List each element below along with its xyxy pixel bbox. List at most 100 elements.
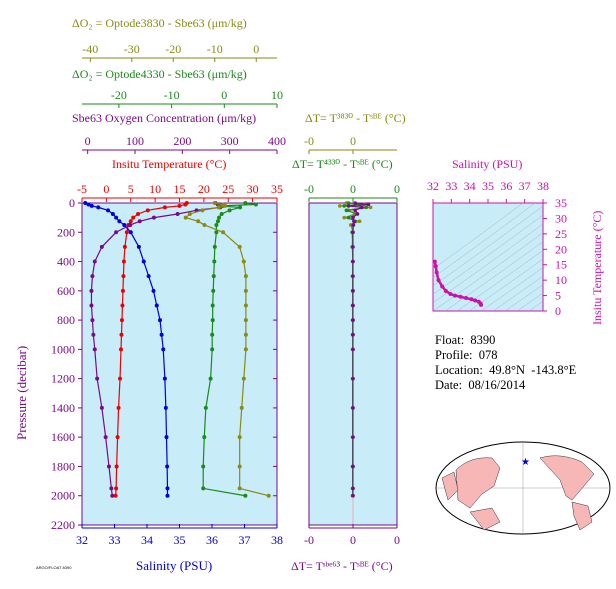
- oxygen-tick-label: 100: [126, 134, 144, 148]
- ts-isoline: [480, 267, 543, 311]
- o2_4330-profile-point: [238, 205, 243, 210]
- salinity-profile-point: [106, 208, 110, 213]
- o2_4330-profile-point: [243, 493, 248, 498]
- date: Date: 08/16/2014: [435, 378, 526, 392]
- pressure-axis-title: Pressure (decibar): [14, 346, 29, 440]
- dt-purple-point: [351, 259, 355, 264]
- main-plot-area: [81, 202, 278, 526]
- o2_4330-profile-point: [210, 318, 215, 323]
- ts-isoline: [516, 292, 543, 311]
- top-axes: -40 -30 -20 -10 0-20 -10 0 100 100 200 300 400-5 0 5 1…: [76, 42, 400, 547]
- dt-4330-tick-label: 0: [394, 182, 400, 196]
- temperature-tick-label: 20: [198, 182, 210, 196]
- oxygen-tick-label: 300: [221, 134, 239, 148]
- salinity-tick-label: 38: [271, 533, 283, 547]
- o2_4330-profile-point: [212, 244, 217, 249]
- oxygen-tick-label: 400: [268, 134, 286, 148]
- o2_3830-profile-point: [237, 435, 242, 440]
- dt-purple-point: [351, 245, 355, 249]
- o2-3830-axis-title: ΔO₂ = Optode3830 - Sbe63 (μm/kg): [72, 16, 247, 30]
- temperature-tick-label: 15: [174, 182, 186, 196]
- ts-point: [448, 292, 453, 297]
- oxygen-profile-point: [99, 405, 104, 410]
- ts-series: [432, 259, 484, 307]
- dt-purple-point: [351, 376, 355, 381]
- temperature-profile-point: [136, 211, 141, 216]
- o2_4330-profile-point: [214, 222, 219, 227]
- o2_3830-profile-point: [241, 259, 246, 264]
- salinity-profile-point: [146, 274, 151, 279]
- o2-4330-tick-label: 0: [221, 88, 227, 102]
- salinity-tick-label: 35: [174, 533, 186, 547]
- oxygen-profile-point: [92, 347, 97, 352]
- dt-purple-point: [351, 274, 355, 278]
- ts-point: [469, 297, 474, 302]
- salinity-profile-point: [162, 376, 167, 381]
- oxygen-axis-title: Sbe63 Oxygen Concentration (μm/kg): [72, 111, 256, 125]
- footnote: ARGO/FLOAT 8390: [36, 565, 72, 570]
- temperature-profile-point: [121, 259, 126, 264]
- dt-green-point: [342, 204, 347, 208]
- temperature-profile-point: [162, 205, 167, 210]
- ts-isoline: [444, 241, 543, 311]
- o2-4330-tick-label: 10: [271, 88, 283, 102]
- oxygen-tick-label: 200: [173, 134, 191, 148]
- o2-3830-tick-label: -30: [124, 42, 140, 56]
- ts-salinity-tick-label: 32: [427, 179, 439, 193]
- oxygen-profile-point: [128, 222, 133, 227]
- temperature-tick-label: 25: [222, 182, 234, 196]
- oxygen-profile-point: [175, 211, 180, 216]
- oxygen-profile-point: [110, 493, 115, 498]
- oxygen-profile-point: [90, 274, 95, 279]
- salinity-profile-point: [89, 203, 94, 208]
- ts-temperature-tick-label: 0: [555, 304, 561, 318]
- ts-temperature-tick-label: 5: [555, 289, 561, 303]
- temperature-profile-point: [128, 219, 133, 224]
- o2_3830-profile-point: [212, 201, 217, 205]
- oxygen-profile-point: [91, 332, 96, 337]
- pressure-tick-label: 400: [57, 255, 75, 269]
- salinity-profile-point: [158, 318, 162, 323]
- map-land-australia: [469, 507, 501, 531]
- ts-point: [453, 293, 457, 298]
- temperature-profile-line: [115, 202, 188, 496]
- o2_4330-profile-point: [211, 288, 216, 293]
- ts-temperature-tick-label: 35: [555, 196, 567, 210]
- ts-density-isolines: [433, 203, 543, 311]
- temperature-profile-point: [183, 202, 188, 207]
- dt-purple-point: [351, 464, 355, 469]
- ts-isoline: [433, 203, 524, 270]
- dt-purple-point: [351, 215, 355, 220]
- pressure-tick-label: 600: [57, 284, 75, 298]
- main-plot-series: [83, 201, 271, 498]
- ts-isoline: [433, 214, 543, 295]
- oxygen-profile-point: [95, 376, 100, 381]
- ts-isoline: [433, 232, 543, 311]
- ts-salinity-tick-label: 38: [537, 179, 549, 193]
- temperature-tick-label: -5: [77, 182, 87, 196]
- salinity-profile-point: [86, 202, 91, 207]
- dt-purple-point: [355, 212, 360, 216]
- ts-point: [473, 298, 478, 303]
- ts-point: [458, 294, 463, 299]
- salinity-tick-label: 32: [76, 533, 88, 547]
- map-land-west: [441, 471, 459, 501]
- dt-purple-point: [352, 219, 356, 224]
- salinity-profile-point: [163, 405, 168, 410]
- ts-temperature-tick-label: 10: [555, 273, 567, 287]
- o2_3830-profile-point: [243, 274, 248, 279]
- ts-point: [479, 302, 484, 307]
- o2_3830-profile-point: [243, 347, 248, 352]
- temperature-profile-point: [118, 376, 123, 381]
- dt-olive-point: [338, 204, 342, 208]
- ts-point: [434, 270, 439, 275]
- ts-isoline: [492, 275, 543, 311]
- o2-3830-tick-label: -40: [82, 42, 98, 56]
- ts-point: [433, 264, 438, 269]
- pressure-tick-label: 800: [57, 313, 75, 327]
- pressure-tick-label: 0: [69, 196, 75, 210]
- dt-purple-point: [351, 230, 355, 235]
- pressure-tick-label: 2000: [51, 489, 75, 503]
- dt-purple-point: [366, 202, 371, 207]
- temperature-tick-label: 30: [247, 182, 259, 196]
